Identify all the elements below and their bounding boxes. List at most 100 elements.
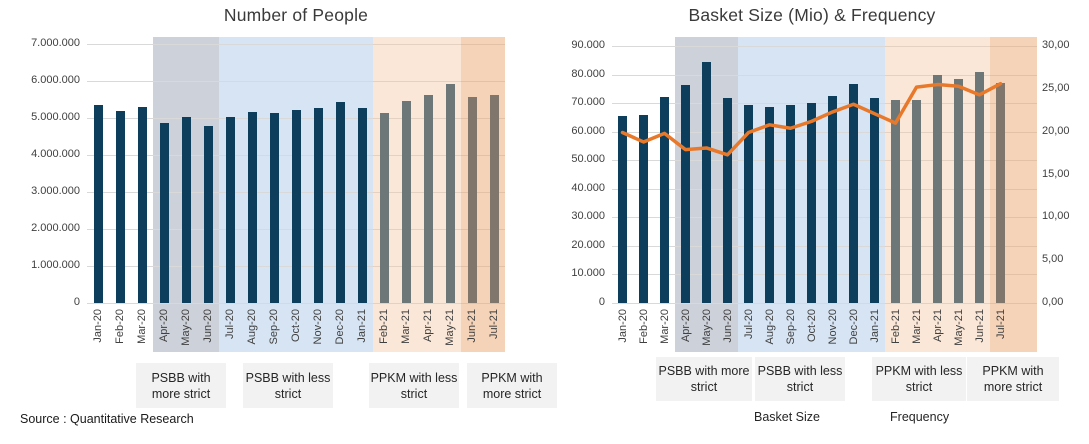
x-tick-label: Apr-21 bbox=[931, 309, 944, 343]
y-tick-label: 3.000.000 bbox=[31, 185, 80, 197]
x-tick-label: May-21 bbox=[952, 309, 965, 346]
right-y-tick-label: 30,00 bbox=[1042, 39, 1070, 51]
grid-line bbox=[612, 245, 1037, 247]
grid-line bbox=[612, 74, 1037, 76]
bar bbox=[702, 62, 711, 303]
grid-line bbox=[612, 160, 1037, 162]
x-tick-label: Feb-21 bbox=[889, 309, 902, 344]
legend-item-frequency: Frequency bbox=[854, 410, 949, 424]
y-tick-label: 7.000.000 bbox=[31, 37, 80, 49]
x-tick-label: Aug-20 bbox=[763, 309, 776, 345]
bar bbox=[181, 116, 191, 303]
bar bbox=[849, 84, 858, 303]
bar bbox=[93, 105, 103, 303]
bar bbox=[379, 112, 389, 303]
bar bbox=[401, 100, 411, 303]
y-tick-label: 30.000 bbox=[571, 210, 605, 223]
x-tick-label: Oct-20 bbox=[805, 309, 818, 343]
y-tick-label: 10.000 bbox=[571, 267, 605, 280]
x-tick-label: Sep-20 bbox=[784, 309, 797, 345]
bar bbox=[639, 115, 648, 303]
right-y-tick-label: 15,00 bbox=[1042, 167, 1070, 180]
region-label: PPKM with less strict bbox=[872, 357, 966, 401]
y-tick-label: 2.000.000 bbox=[31, 222, 80, 234]
bar bbox=[115, 110, 125, 303]
right-y-tick-label: 0,00 bbox=[1042, 296, 1064, 308]
region-shade bbox=[373, 37, 461, 352]
source-note: Source : Quantitative Research bbox=[20, 412, 194, 426]
y-tick-label: 6.000.000 bbox=[31, 74, 80, 86]
grid-line bbox=[612, 217, 1037, 219]
bar bbox=[291, 110, 301, 303]
legend-label: Frequency bbox=[890, 410, 950, 424]
x-tick-label: Apr-20 bbox=[679, 309, 692, 343]
x-tick-label: Jun-20 bbox=[721, 309, 734, 343]
bar bbox=[828, 96, 837, 303]
basket-size-swatch bbox=[722, 412, 748, 423]
y-tick-label: 90.000 bbox=[571, 39, 605, 51]
region-label: PPKM with more strict bbox=[967, 357, 1059, 401]
region-label: PSBB with less strict bbox=[243, 363, 333, 408]
bar bbox=[681, 85, 690, 303]
bar bbox=[423, 94, 433, 303]
bar bbox=[933, 75, 942, 303]
bar bbox=[891, 99, 900, 303]
bar bbox=[269, 112, 279, 303]
x-tick-label: Jun-21 bbox=[973, 309, 986, 343]
x-tick-label: Mar-21 bbox=[910, 309, 923, 344]
right-y-tick-label: 10,00 bbox=[1042, 210, 1070, 223]
region-shade bbox=[990, 37, 1037, 352]
legend: Basket Size Frequency bbox=[722, 410, 949, 424]
chart-title: Basket Size (Mio) & Frequency bbox=[688, 5, 936, 25]
chart-title: Number of People bbox=[223, 5, 369, 25]
y-tick-label: 60.000 bbox=[571, 124, 605, 137]
bar bbox=[335, 101, 345, 303]
region-label: PPKM with more strict bbox=[467, 363, 557, 408]
bar bbox=[247, 112, 257, 303]
x-tick-label: Dec-20 bbox=[847, 309, 860, 345]
bar bbox=[137, 106, 147, 303]
grid-line bbox=[612, 274, 1037, 276]
y-tick-label: 50.000 bbox=[571, 153, 605, 166]
x-tick-label: Feb-20 bbox=[637, 309, 650, 344]
bar bbox=[313, 108, 323, 303]
right-y-tick-label: 20,00 bbox=[1042, 124, 1070, 137]
bar bbox=[660, 96, 669, 303]
region-label: PPKM with less strict bbox=[369, 363, 459, 408]
y-tick-label: 80.000 bbox=[571, 67, 605, 80]
bar bbox=[975, 72, 984, 303]
x-tick-label: Jul-21 bbox=[994, 309, 1007, 339]
legend-label: Basket Size bbox=[754, 410, 821, 424]
bar bbox=[744, 104, 753, 303]
y-tick-label: 0 bbox=[598, 296, 605, 308]
bar bbox=[954, 79, 963, 303]
x-tick-label: Mar-20 bbox=[658, 309, 671, 344]
y-tick-label: 5.000.000 bbox=[31, 111, 80, 123]
bar bbox=[203, 125, 213, 303]
bar bbox=[618, 115, 627, 303]
x-tick-label: Jul-20 bbox=[742, 309, 755, 339]
grid-line bbox=[87, 44, 505, 45]
region-label: PSBB with less strict bbox=[755, 357, 845, 401]
bar bbox=[912, 99, 921, 303]
y-tick-label: 1.000.000 bbox=[31, 259, 80, 271]
bar bbox=[807, 102, 816, 303]
bar bbox=[765, 107, 774, 303]
right-y-tick-label: 5,00 bbox=[1042, 253, 1064, 266]
grid-line bbox=[612, 188, 1037, 190]
x-tick-label: May-20 bbox=[700, 309, 713, 346]
y-tick-label: 70.000 bbox=[571, 96, 605, 109]
region-label: PSBB with more strict bbox=[656, 357, 752, 401]
legend-item-basket-size: Basket Size bbox=[722, 410, 820, 424]
y-tick-label: 40.000 bbox=[571, 181, 605, 194]
grid-line bbox=[612, 46, 1037, 47]
x-tick-label: Nov-20 bbox=[826, 309, 839, 345]
right-y-tick-label: 25,00 bbox=[1042, 81, 1070, 94]
y-tick-label: 20.000 bbox=[571, 238, 605, 251]
region-shade bbox=[885, 37, 990, 352]
region-label: PSBB with more strict bbox=[136, 363, 226, 408]
region-shade bbox=[461, 37, 505, 352]
